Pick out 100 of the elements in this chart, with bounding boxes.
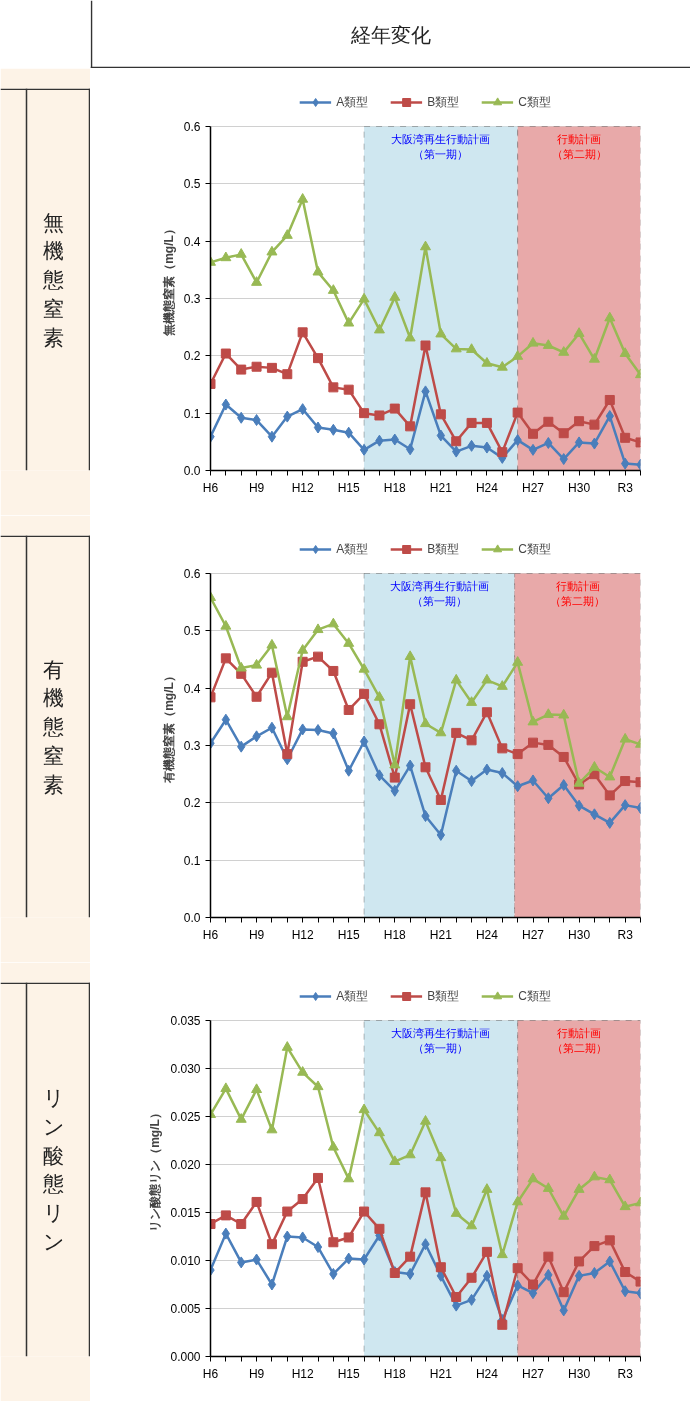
y-tick-label: 0.6	[183, 567, 201, 581]
point	[313, 421, 323, 434]
point	[327, 617, 339, 628]
annotation: 行動計画（第二期）	[551, 1026, 607, 1055]
point	[420, 1115, 431, 1125]
y-tick-label: 0.5	[183, 624, 201, 639]
point	[373, 1126, 385, 1137]
point	[604, 311, 616, 322]
point	[481, 1246, 492, 1257]
x-tick-label: H30	[568, 1366, 591, 1381]
point	[297, 1194, 308, 1205]
point	[420, 340, 431, 351]
point	[466, 343, 478, 353]
point	[374, 719, 385, 730]
point	[251, 1196, 262, 1207]
point	[620, 776, 631, 787]
point	[359, 443, 369, 456]
point	[312, 265, 324, 276]
point	[482, 1269, 492, 1282]
y-tick-label: 0.010	[170, 1254, 201, 1268]
point	[435, 794, 446, 805]
point	[512, 1195, 524, 1206]
x-tick-label: H15	[337, 1366, 361, 1381]
point	[251, 1083, 263, 1094]
annotation: 大阪湾再生行動計画（第一期）	[391, 132, 491, 161]
point	[282, 369, 293, 380]
point	[236, 364, 247, 375]
point	[343, 316, 355, 327]
point	[405, 443, 415, 456]
x-tick-label: H21	[429, 927, 453, 942]
point	[313, 1172, 323, 1183]
x-tick-label: H27	[521, 927, 545, 942]
point	[266, 1123, 278, 1134]
point	[266, 362, 277, 373]
point	[620, 432, 631, 443]
point	[266, 245, 278, 256]
point	[436, 429, 446, 442]
y-axis-title: リン酸態リン（mg/L）	[148, 1107, 163, 1232]
x-tick-label: H21	[429, 1366, 453, 1381]
y-tick-label: 0.2	[183, 796, 201, 811]
x-tick-label: H24	[475, 927, 499, 942]
point	[313, 353, 323, 364]
point	[435, 1151, 447, 1162]
point	[574, 436, 584, 449]
point	[450, 673, 462, 684]
point	[466, 1272, 477, 1283]
y-tick-label: 0.000	[170, 1350, 201, 1364]
point	[221, 713, 231, 726]
x-tick-label: H9	[248, 1366, 265, 1381]
x-tick-label: H9	[248, 480, 265, 495]
x-tick-label: H12	[291, 480, 314, 495]
point	[389, 403, 400, 414]
point	[251, 276, 263, 286]
point	[313, 724, 323, 737]
point	[373, 323, 385, 334]
point	[266, 667, 277, 678]
point	[281, 229, 293, 239]
y-tick-label: 0.3	[183, 292, 201, 306]
point	[389, 772, 400, 783]
point	[297, 644, 309, 654]
point	[528, 443, 538, 456]
point	[436, 828, 446, 841]
point	[220, 653, 231, 664]
point	[359, 408, 370, 419]
point	[343, 384, 354, 395]
y-tick-label: 0.1	[183, 406, 201, 421]
y-axis-title: 有機態窒素（mg/L）	[161, 670, 176, 784]
point	[328, 665, 339, 676]
point	[358, 662, 370, 673]
point	[512, 1263, 523, 1274]
point	[527, 715, 539, 726]
y-tick-label: 0.2	[183, 349, 201, 364]
x-tick-label: R3	[617, 927, 634, 942]
point	[604, 1173, 616, 1184]
point	[282, 749, 293, 760]
point	[512, 350, 524, 360]
point	[267, 721, 277, 734]
point	[496, 1248, 508, 1259]
point	[313, 1241, 323, 1254]
point	[267, 1278, 277, 1291]
point	[619, 732, 631, 743]
point	[312, 623, 324, 634]
point	[466, 696, 478, 706]
y-tick-label: 0.1	[183, 853, 201, 868]
point	[512, 656, 524, 666]
legend-label: C類型	[518, 987, 551, 1005]
x-tick-label: H6	[202, 1366, 219, 1381]
point	[620, 1267, 631, 1278]
point	[589, 419, 600, 430]
point	[543, 416, 554, 427]
y-tick-label: 0.030	[170, 1062, 201, 1076]
point	[343, 1232, 354, 1243]
annotation: 大阪湾再生行動計画（第一期）	[389, 579, 489, 608]
point	[343, 704, 354, 715]
point	[236, 1219, 247, 1230]
x-tick-label: H12	[291, 1366, 314, 1381]
point	[281, 1041, 293, 1051]
point	[604, 394, 615, 405]
point	[451, 727, 462, 738]
legend-label: C類型	[518, 540, 551, 558]
